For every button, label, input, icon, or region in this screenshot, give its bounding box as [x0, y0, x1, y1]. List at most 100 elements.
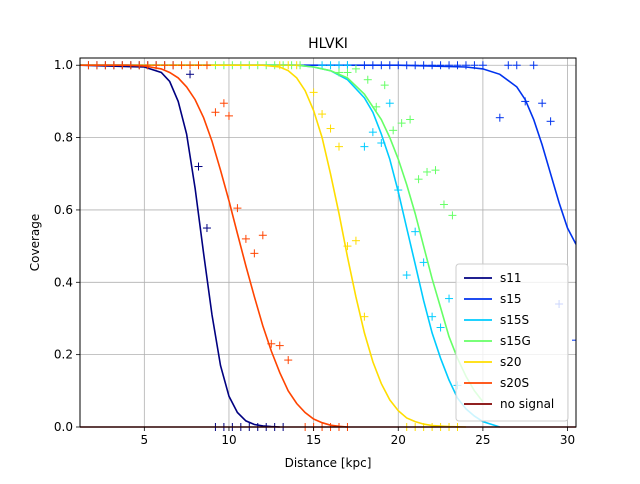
legend-label: s20S [500, 376, 529, 390]
data-point [419, 258, 428, 267]
data-point [343, 61, 352, 70]
data-point [275, 61, 284, 70]
data-point [385, 61, 394, 70]
data-point [529, 61, 538, 70]
data-point [126, 61, 135, 70]
x-tick-label: 5 [141, 433, 149, 447]
series-line-s20S [80, 64, 348, 428]
data-point [402, 271, 411, 280]
data-point [152, 61, 161, 70]
data-point [411, 227, 420, 236]
data-point [470, 61, 479, 70]
data-point [92, 61, 101, 70]
data-point [380, 81, 389, 90]
series-line-s11 [80, 64, 280, 428]
data-point [394, 186, 403, 195]
y-tick-label: 0.4 [54, 275, 73, 289]
data-point [360, 142, 369, 151]
data-point [436, 61, 445, 70]
data-point [351, 64, 360, 73]
data-point [186, 70, 195, 79]
data-point [419, 61, 428, 70]
legend-label: s15S [500, 313, 529, 327]
data-point [461, 61, 470, 70]
data-point [335, 68, 344, 77]
y-tick-label: 0.0 [54, 420, 73, 434]
legend-label: s20 [500, 355, 522, 369]
data-point [318, 61, 327, 70]
data-point [343, 68, 352, 77]
data-point [109, 61, 118, 70]
data-point [186, 61, 195, 70]
data-point [284, 61, 293, 70]
legend-item: s15 [464, 292, 522, 306]
data-point [436, 323, 445, 332]
data-point [84, 61, 93, 70]
legend-item: s20 [464, 355, 522, 369]
data-point [360, 312, 369, 321]
data-point [372, 102, 381, 111]
data-point [406, 115, 415, 124]
data-point [202, 224, 211, 233]
data-point [445, 61, 454, 70]
data-point [241, 234, 250, 243]
legend: s11 s15 s15S s15G s20 s20S no signal [455, 263, 569, 422]
data-point [194, 162, 203, 171]
data-point [326, 124, 335, 133]
legend-item: s15G [464, 334, 531, 348]
series-line-s20 [80, 64, 467, 428]
data-point [211, 108, 220, 117]
data-point [250, 249, 259, 258]
data-point [219, 99, 228, 108]
data-point [572, 336, 576, 345]
data-point [318, 110, 327, 119]
data-point [267, 339, 276, 348]
data-point [169, 61, 178, 70]
data-point [101, 61, 110, 70]
data-point [80, 61, 84, 70]
data-point [478, 61, 487, 70]
axes-frame [79, 57, 577, 428]
x-tick-label: 10 [221, 433, 236, 447]
legend-label: s15 [500, 292, 522, 306]
data-point [504, 61, 513, 70]
chart-title: HLVKI [308, 36, 348, 52]
data-point [360, 61, 369, 70]
data-point [439, 200, 448, 209]
data-point [377, 61, 386, 70]
data-point [495, 113, 504, 122]
data-point [335, 61, 344, 70]
data-point [428, 61, 437, 70]
data-point [326, 61, 335, 70]
grid [80, 58, 576, 428]
x-tick-label: 25 [475, 433, 490, 447]
legend-item: s11 [464, 271, 522, 285]
x-tick-label: 30 [560, 433, 575, 447]
data-point [385, 99, 394, 108]
data-point [394, 61, 403, 70]
data-point [512, 61, 521, 70]
data-point [411, 61, 420, 70]
data-point [335, 142, 344, 151]
legend-label: no signal [500, 397, 554, 411]
legend-item: s20S [464, 376, 529, 390]
data-point [284, 356, 293, 365]
data-point [368, 128, 377, 137]
y-tick-label: 0.8 [54, 131, 73, 145]
x-tick-label: 15 [306, 433, 321, 447]
data-point [445, 294, 454, 303]
legend-label: s15G [500, 334, 531, 348]
legend-item: no signal [464, 397, 554, 411]
axis-ticks: 5 10 15 20 25 30 0.0 0.2 0.4 0.6 0.8 1.0 [54, 58, 575, 447]
data-point [521, 97, 530, 106]
data-point [448, 211, 457, 220]
x-axis-label: Distance [kpc] [285, 456, 372, 470]
data-point [118, 61, 127, 70]
data-point [414, 175, 423, 184]
data-point [431, 166, 440, 175]
data-point [377, 139, 386, 148]
data-point [402, 61, 411, 70]
data-point [292, 61, 301, 70]
data-point [538, 99, 547, 108]
legend-label: s11 [500, 271, 522, 285]
